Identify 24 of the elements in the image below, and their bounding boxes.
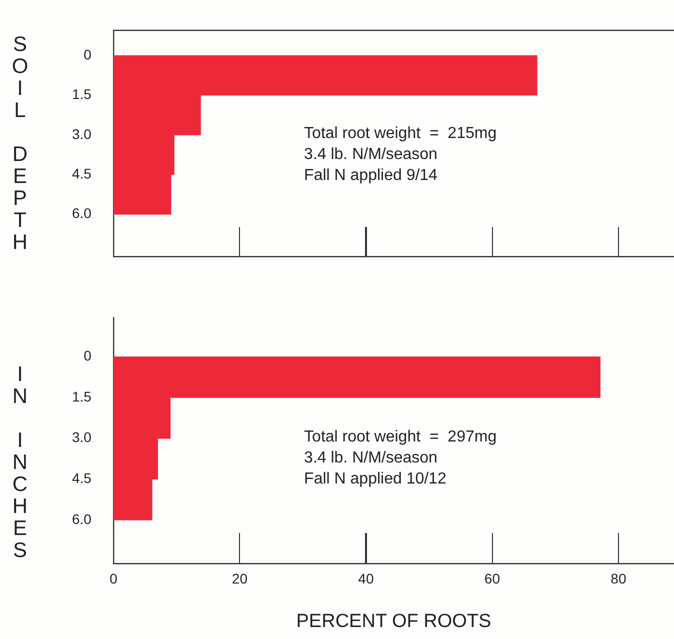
x-axis-title: PERCENT OF ROOTS: [296, 610, 492, 632]
y-tick-label: 1.5: [72, 388, 92, 404]
annotation: Fall N applied 10/12: [304, 470, 446, 488]
y-tick-label: 6.0: [72, 510, 92, 527]
y-tick-label: 0: [84, 348, 92, 364]
y-tick-label: 3.0: [72, 429, 92, 446]
annotation: Total root weight = 215mg: [304, 124, 497, 142]
y-tick-label: 0: [84, 46, 92, 62]
y-tick-label: 3.0: [72, 126, 92, 142]
y-tick-label: 4.5: [72, 165, 92, 182]
y-axis-title: IN INCHES: [12, 363, 28, 562]
y-tick-label: 4.5: [72, 470, 92, 486]
x-tick-label: 80: [610, 570, 626, 587]
annotation: 3.4 lb. N/M/season: [304, 146, 438, 163]
annotation: Fall N applied 9/14: [304, 166, 438, 184]
x-tick-label: 60: [484, 570, 500, 587]
text: SOIL DEPTH: [12, 32, 28, 254]
annotation: 3.4 lb. N/M/season: [304, 449, 438, 466]
x-tick-label: 20: [232, 570, 248, 587]
x-tick-label: 40: [358, 570, 374, 587]
y-tick-label: 6.0: [72, 205, 92, 222]
y-tick-label: 1.5: [72, 86, 92, 102]
annotation: Total root weight = 297mg: [304, 428, 497, 446]
x-tick-label: 0: [110, 570, 118, 587]
